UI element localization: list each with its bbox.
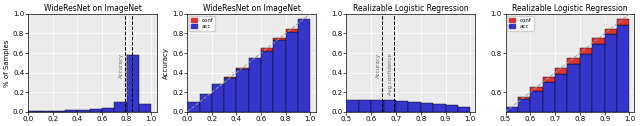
Bar bbox=[188, 102, 200, 112]
Bar bbox=[617, 25, 629, 112]
Bar bbox=[420, 103, 433, 112]
Title: WideResNet on ImageNet: WideResNet on ImageNet bbox=[44, 4, 141, 13]
Bar bbox=[65, 110, 77, 112]
Bar bbox=[127, 55, 139, 112]
Legend: conf, acc: conf, acc bbox=[508, 16, 534, 31]
Bar bbox=[518, 97, 531, 99]
Bar bbox=[458, 107, 470, 112]
Bar bbox=[212, 84, 224, 112]
Bar bbox=[40, 111, 53, 112]
Bar bbox=[580, 48, 592, 54]
Bar bbox=[371, 100, 383, 112]
Bar bbox=[592, 38, 605, 44]
Bar bbox=[543, 82, 555, 112]
Bar bbox=[617, 19, 629, 25]
Bar bbox=[237, 69, 249, 112]
Bar bbox=[200, 94, 212, 112]
Bar bbox=[139, 104, 151, 112]
Bar bbox=[273, 40, 285, 112]
Bar bbox=[383, 100, 396, 112]
Bar bbox=[298, 19, 310, 112]
Bar bbox=[580, 54, 592, 112]
Bar bbox=[261, 48, 273, 51]
Legend: conf, acc: conf, acc bbox=[189, 16, 216, 31]
Bar bbox=[77, 110, 90, 112]
Bar bbox=[506, 107, 518, 112]
Bar bbox=[53, 111, 65, 112]
Title: Realizable Logistic Regression: Realizable Logistic Regression bbox=[353, 4, 468, 13]
Bar bbox=[518, 99, 531, 112]
Title: WideResNet on ImageNet: WideResNet on ImageNet bbox=[203, 4, 301, 13]
Text: Accuracy: Accuracy bbox=[119, 53, 124, 78]
Bar bbox=[224, 77, 237, 78]
Bar bbox=[285, 29, 298, 32]
Bar bbox=[249, 58, 261, 112]
Bar bbox=[605, 35, 617, 112]
Bar bbox=[445, 105, 458, 112]
Bar bbox=[346, 100, 359, 112]
Bar bbox=[531, 87, 543, 91]
Bar bbox=[224, 78, 237, 112]
Bar bbox=[555, 68, 568, 74]
Bar bbox=[261, 51, 273, 112]
Bar bbox=[285, 32, 298, 112]
Text: Avg confidence: Avg confidence bbox=[388, 53, 392, 95]
Bar bbox=[102, 108, 114, 112]
Bar bbox=[555, 74, 568, 112]
Bar bbox=[433, 104, 445, 112]
Bar bbox=[28, 111, 40, 112]
Bar bbox=[568, 64, 580, 112]
Bar bbox=[543, 77, 555, 82]
Text: Accuracy: Accuracy bbox=[376, 53, 381, 78]
Text: Avg confidence: Avg confidence bbox=[125, 53, 131, 95]
Bar bbox=[531, 91, 543, 112]
Bar bbox=[568, 58, 580, 64]
Bar bbox=[396, 101, 408, 112]
Bar bbox=[359, 100, 371, 112]
Bar bbox=[605, 29, 617, 35]
Bar bbox=[408, 102, 420, 112]
Bar bbox=[592, 44, 605, 112]
Bar bbox=[90, 109, 102, 112]
Bar bbox=[237, 68, 249, 69]
Bar bbox=[273, 38, 285, 40]
Y-axis label: % of Samples: % of Samples bbox=[4, 39, 10, 87]
Y-axis label: Accuracy: Accuracy bbox=[163, 47, 169, 79]
Bar bbox=[114, 102, 127, 112]
Title: Realizable Logistic Regression: Realizable Logistic Regression bbox=[512, 4, 628, 13]
